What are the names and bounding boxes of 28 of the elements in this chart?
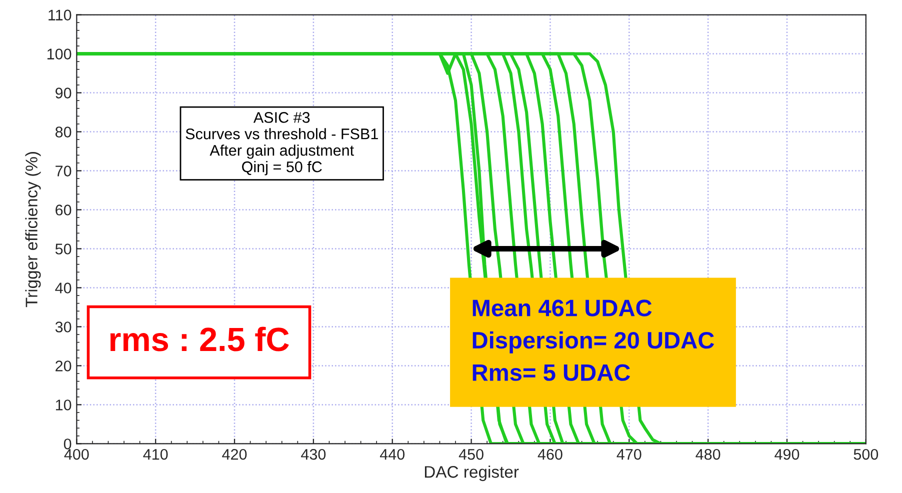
x-tick-label: 480 <box>696 448 720 460</box>
y-tick-label: 110 <box>48 10 72 20</box>
y-tick-label: 30 <box>55 322 72 332</box>
y-tick-label: 20 <box>56 360 72 372</box>
x-axis-title: DAC register <box>424 466 519 482</box>
annotation: rms : 2.5 fC <box>110 326 289 352</box>
x-tick-label: 490 <box>774 448 800 460</box>
y-tick-label: 100 <box>47 48 72 60</box>
y-tick-label: 80 <box>55 126 72 138</box>
y-tick-label: 40 <box>55 282 72 294</box>
x-tick-label: 440 <box>380 448 405 460</box>
x-tick-label: 410 <box>143 448 168 460</box>
annotation: ASIC #3 Scurves vs threshold - FSB1 After gain adjustment Qinj = 50 fC <box>186 112 378 176</box>
y-tick-label: 70 <box>56 166 72 176</box>
y-tick-label: 60 <box>56 204 72 216</box>
x-tick-label: 460 <box>538 448 562 460</box>
y-tick-label: 90 <box>56 88 72 98</box>
x-tick-label: 470 <box>616 448 642 460</box>
y-tick-label: 10 <box>56 400 72 410</box>
x-tick-label: 450 <box>458 448 484 460</box>
y-tick-label: 0 <box>64 438 72 450</box>
annotation: Mean 461 UDAC Dispersion= 20 UDAC Rms= 5 UDAC <box>472 300 714 381</box>
y-tick-label: 50 <box>55 244 72 254</box>
y-axis-title: Trigger efficiency (%) <box>25 152 41 308</box>
x-tick-label: 500 <box>854 448 878 460</box>
x-tick-label: 430 <box>301 448 326 460</box>
x-tick-label: 400 <box>64 448 89 460</box>
x-tick-label: 420 <box>222 448 247 460</box>
